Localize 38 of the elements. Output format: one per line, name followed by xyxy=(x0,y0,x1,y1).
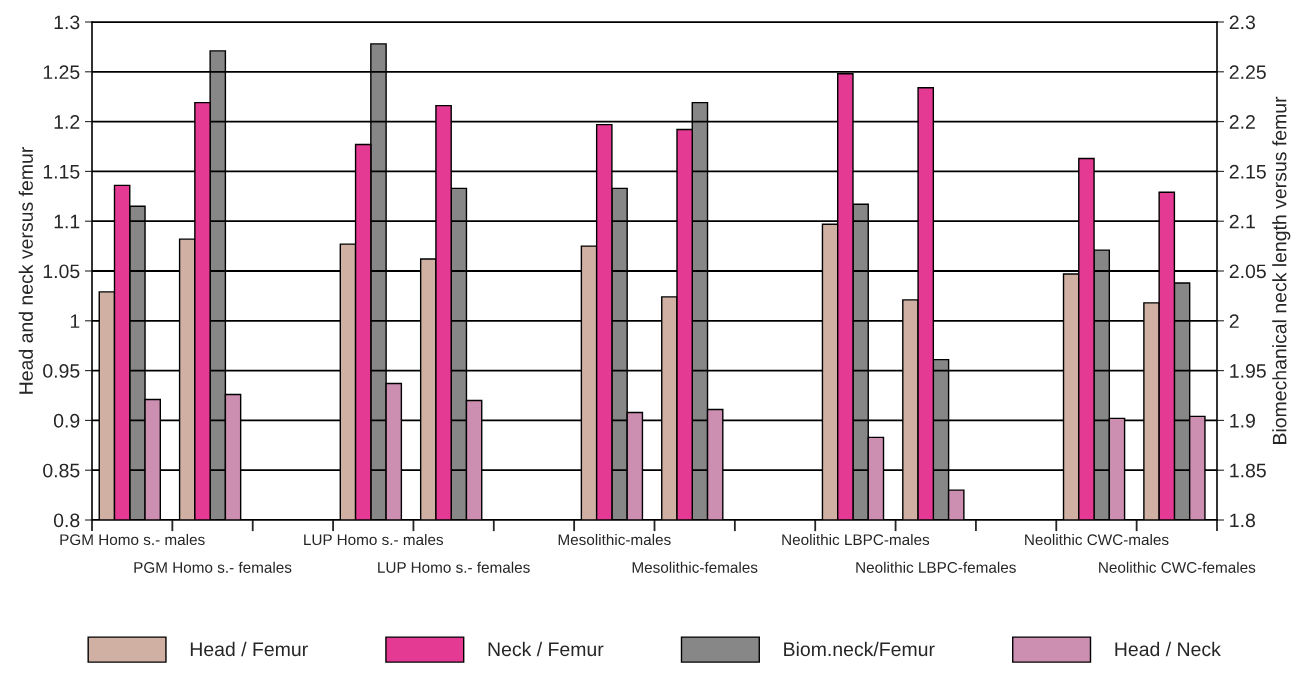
y2-axis-title: Biomechanical neck length versus femur xyxy=(1272,96,1291,444)
x-tick-label: Neolithic LBPC-females xyxy=(856,561,1016,573)
x-tick-label: LUP Homo s.- males xyxy=(304,533,444,546)
y-tick-label: 1.25 xyxy=(43,65,80,80)
y-tick-label: 1.15 xyxy=(43,165,80,179)
x-tick-label: Mesolithic-males xyxy=(558,533,671,546)
x-tick-label: Neolithic CWC-males xyxy=(1025,533,1169,546)
y2-tick-label: 2.25 xyxy=(1229,65,1266,80)
y-tick-label: 1.3 xyxy=(54,15,80,30)
y2-tick-label: 2.05 xyxy=(1229,264,1266,279)
legend-label: Head / Femur xyxy=(190,641,308,657)
y-tick-label: 1 xyxy=(70,314,80,328)
legend-label: Head / Neck xyxy=(1115,641,1221,657)
y2-tick-label: 2.2 xyxy=(1229,115,1255,129)
y-tick-label: 0.95 xyxy=(43,364,80,378)
y2-tick-label: 2 xyxy=(1229,314,1239,328)
x-tick-label: Neolithic LBPC-males xyxy=(782,533,930,546)
y2-tick-label: 1.85 xyxy=(1230,463,1266,478)
y2-tick-label: 1.95 xyxy=(1230,364,1266,378)
y2-tick-label: 2.3 xyxy=(1229,15,1255,30)
x-tick-label: PGM Homo s.- females xyxy=(134,561,292,573)
y2-tick-label: 1.9 xyxy=(1230,413,1255,428)
y2-tick-label: 2.15 xyxy=(1229,164,1266,179)
legend-label: Neck / Femur xyxy=(488,641,604,657)
x-tick-label: LUP Homo s.- females xyxy=(378,561,530,573)
y-tick-label: 0.8 xyxy=(53,513,80,528)
y-tick-label: 1.1 xyxy=(54,214,80,229)
legend-label: Biom.neck/Femur xyxy=(784,641,935,657)
x-tick-label: Mesolithic-females xyxy=(632,561,758,573)
y2-tick-label: 1.8 xyxy=(1230,513,1255,528)
y2-tick-label: 2.1 xyxy=(1229,214,1255,229)
y-axis-title: Head and neck versus femur xyxy=(18,147,33,394)
y-tick-label: 0.9 xyxy=(53,413,80,428)
x-tick-label: Neolithic CWC-females xyxy=(1099,561,1256,573)
y-tick-label: 1.2 xyxy=(54,115,80,129)
y-tick-label: 1.05 xyxy=(43,264,80,279)
x-tick-label: PGM Homo s.- males xyxy=(60,533,205,546)
y-tick-label: 0.85 xyxy=(43,463,80,478)
